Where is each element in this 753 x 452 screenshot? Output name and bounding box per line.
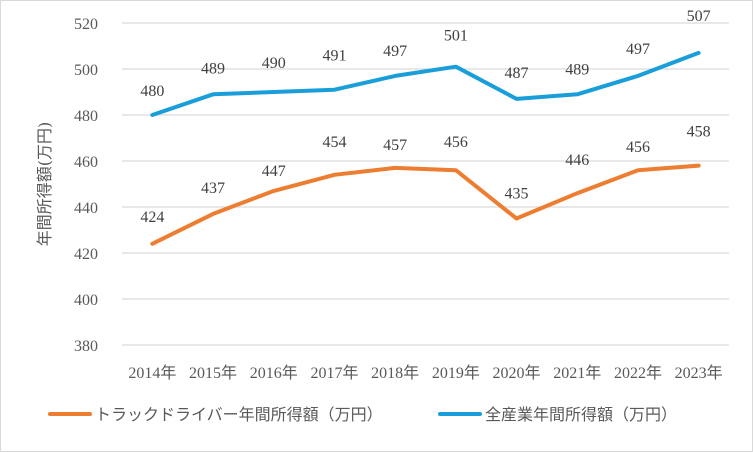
data-label: 458	[687, 124, 711, 141]
data-label: 501	[444, 28, 468, 45]
data-label: 497	[383, 43, 407, 60]
data-label: 480	[140, 83, 164, 100]
y-tick-label: 480	[74, 108, 98, 125]
series-line-1	[150, 50, 701, 117]
x-tick-label: 2022年	[614, 364, 662, 382]
data-label: 507	[687, 8, 711, 25]
y-tick-label: 400	[74, 292, 98, 309]
x-tick-label: 2017年	[310, 364, 358, 382]
data-label: 489	[201, 60, 225, 77]
data-label: 454	[322, 134, 346, 151]
y-tick-label: 420	[74, 246, 98, 263]
data-label: 489	[565, 61, 589, 78]
data-label: 447	[262, 163, 286, 180]
data-label: 497	[626, 41, 650, 58]
data-label: 424	[140, 209, 164, 226]
series	[150, 50, 701, 246]
data-label: 456	[444, 134, 468, 151]
data-label: 487	[505, 65, 529, 82]
data-label: 491	[322, 48, 346, 65]
x-tick-label: 2016年	[250, 364, 298, 382]
data-label: 435	[505, 186, 529, 203]
legend: トラックドライバー年間所得額（万円） 全産業年間所得額（万円）	[48, 405, 677, 424]
x-tick-label: 2021年	[553, 364, 601, 382]
x-tick-label: 2018年	[371, 364, 419, 382]
legend-item-1: 全産業年間所得額（万円）	[438, 405, 677, 424]
x-tick-label: 2014年	[128, 364, 176, 382]
x-tick-label: 2023年	[675, 364, 723, 382]
data-label: 446	[565, 152, 589, 169]
y-axis-ticks: 380 400 420 440 460 480 500 520	[74, 16, 98, 355]
legend-label: トラックドライバー年間所得額（万円）	[95, 405, 383, 424]
data-labels: 424 437 447 454 457 456 435 446 456 458 480 489 490 4…	[140, 8, 710, 226]
y-tick-label: 440	[74, 200, 98, 217]
y-axis-title: 年間所得額(万円)	[35, 122, 54, 247]
data-label: 457	[383, 137, 407, 154]
data-label: 456	[626, 139, 650, 156]
y-tick-label: 500	[74, 62, 98, 79]
x-axis-ticks: 2014年 2015年 2016年 2017年 2018年 2019年 2020年 2021年…	[128, 364, 722, 382]
y-tick-label: 380	[74, 338, 98, 355]
x-tick-label: 2019年	[432, 364, 480, 382]
gridlines	[122, 22, 729, 346]
y-tick-label: 460	[74, 154, 98, 171]
x-tick-label: 2015年	[189, 364, 237, 382]
data-label: 437	[201, 180, 225, 197]
x-tick-label: 2020年	[493, 364, 541, 382]
y-tick-label: 520	[74, 16, 98, 33]
data-label: 490	[262, 55, 286, 72]
legend-label: 全産業年間所得額（万円）	[485, 405, 677, 424]
legend-item-0: トラックドライバー年間所得額（万円）	[48, 405, 383, 424]
series-line-0	[150, 163, 701, 246]
